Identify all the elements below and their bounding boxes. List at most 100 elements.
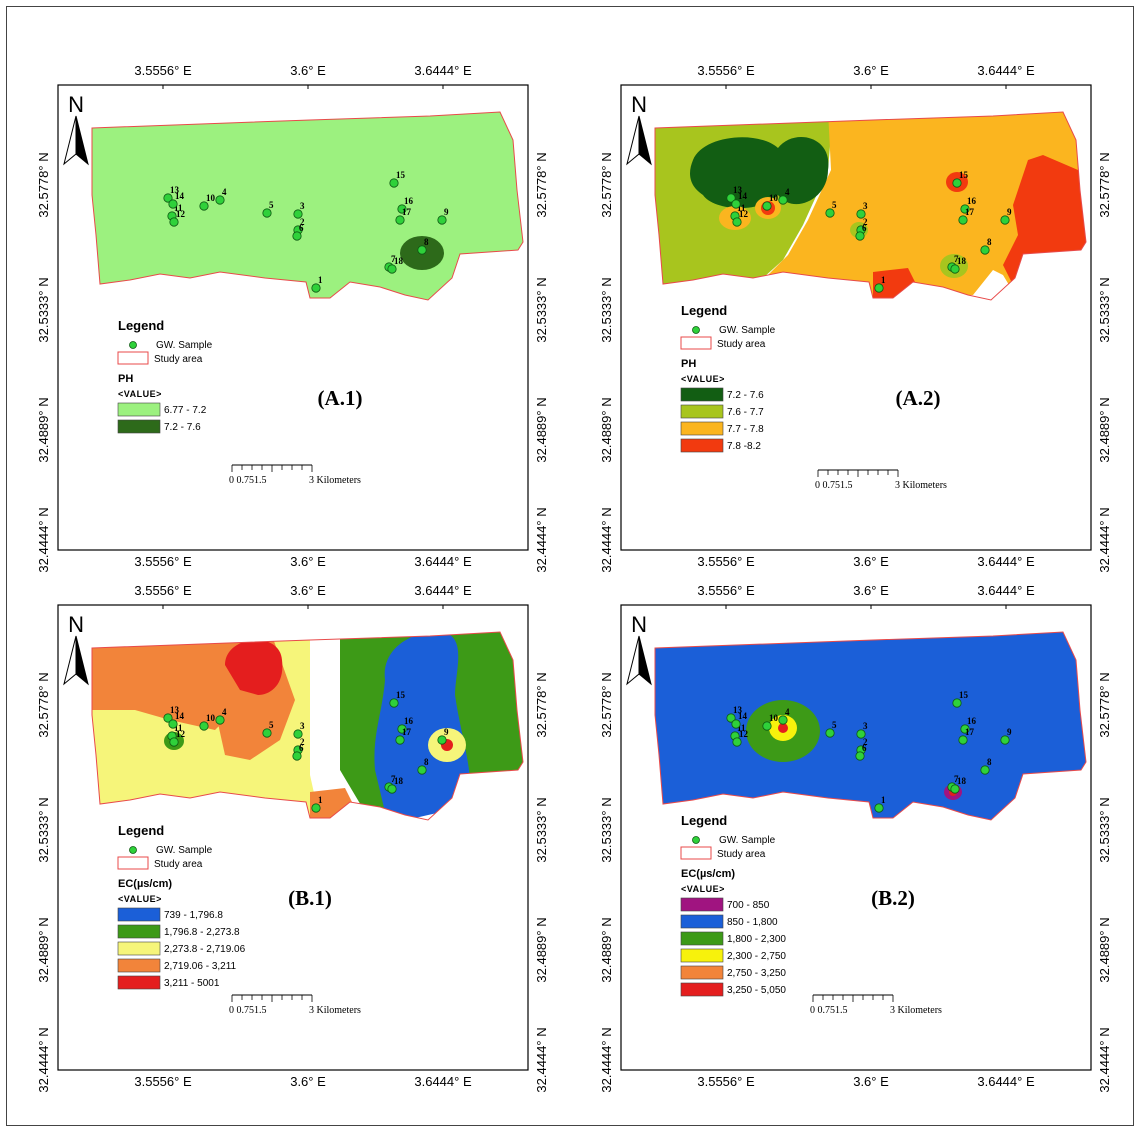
gw-sample-label: 12 xyxy=(739,209,749,219)
gw-sample-point xyxy=(292,751,302,761)
legend-value-header: <VALUE> xyxy=(681,374,725,384)
scale-end-text: 3 Kilometers xyxy=(895,480,947,491)
map-panel-a2: 3.5556° E 3.5556° E 3.6° E 3.6° E 3.6444° E 3… xyxy=(573,10,1133,573)
legend-class-label-3: 2,300 - 2,750 xyxy=(727,951,786,962)
north-arrow: N xyxy=(626,92,652,166)
gw-sample-point xyxy=(169,737,179,747)
legend-class-label-1: 850 - 1,800 xyxy=(727,917,778,928)
gw-sample-point xyxy=(855,231,865,241)
gw-sample-point xyxy=(825,208,835,218)
legend-sample-symbol xyxy=(692,836,700,844)
gw-sample-label: 11 xyxy=(737,203,746,213)
north-arrow-right xyxy=(75,635,89,686)
gw-sample-label: 13 xyxy=(733,705,743,715)
study-area-outline xyxy=(91,631,524,821)
gw-sample-point xyxy=(397,204,407,214)
lon-label-top: 3.6444° E xyxy=(977,63,1035,78)
gw-sample-label: 3 xyxy=(300,721,305,731)
legend-value-header: <VALUE> xyxy=(118,894,162,904)
legend-swatch-2 xyxy=(680,421,724,436)
legend-class-label-0: 6.77 - 7.2 xyxy=(164,405,207,416)
legend-param-title: EC(µs/cm) xyxy=(681,868,735,880)
legend-study-label: Study area xyxy=(717,339,766,350)
gw-sample-point xyxy=(952,178,962,188)
gw-sample-point xyxy=(958,735,968,745)
gw-sample-label: 13 xyxy=(170,185,180,195)
north-letter: N xyxy=(631,612,647,637)
outer-frame xyxy=(6,6,1134,1126)
gw-sample-label: 12 xyxy=(176,209,186,219)
gw-sample-point xyxy=(215,195,225,205)
north-arrow: N xyxy=(63,92,89,166)
legend-sample-label: GW. Sample xyxy=(719,325,776,336)
legend-swatch-3 xyxy=(680,948,724,963)
scale-end-text: 3 Kilometers xyxy=(309,475,361,486)
zone-layer-b1 xyxy=(92,632,523,820)
gw-sample-point xyxy=(293,209,303,219)
lon-label-bottom: 3.5556° E xyxy=(134,1074,192,1089)
legend-param-title: PH xyxy=(681,358,696,370)
lat-label-left: 32.4889° N xyxy=(36,397,51,462)
gw-sample-label: 5 xyxy=(269,720,274,730)
gw-sample-label: 15 xyxy=(396,690,406,700)
gw-sample-point xyxy=(169,217,179,227)
lat-label-right: 32.5778° N xyxy=(1097,672,1112,737)
lon-label-bottom: 3.6° E xyxy=(853,1074,889,1089)
legend-study-label: Study area xyxy=(154,859,203,870)
legend-swatch-0 xyxy=(117,907,161,922)
gw-sample-label: 9 xyxy=(444,207,449,217)
gw-sample-label: 7 xyxy=(954,774,959,784)
legend-sample-symbol xyxy=(129,846,137,854)
gw-sample-label: 10 xyxy=(769,713,779,723)
gw-sample-point xyxy=(855,751,865,761)
gw-sample-label: 16 xyxy=(967,196,977,206)
legend-swatch-2 xyxy=(117,941,161,956)
gw-sample-label: 14 xyxy=(175,191,185,201)
north-letter: N xyxy=(631,92,647,117)
gw-sample-label: 2 xyxy=(300,217,305,227)
lon-label-bottom: 3.6° E xyxy=(853,554,889,569)
gw-sample-point xyxy=(856,729,866,739)
gw-sample-label: 1 xyxy=(881,795,886,805)
gw-sample-point xyxy=(980,245,990,255)
zone-class-4 xyxy=(225,639,283,695)
legend-class-label-5: 3,250 - 5,050 xyxy=(727,985,786,996)
map-canvas-b2: 3.5556° E 3.5556° E 3.6° E 3.6° E 3.6444° E 3… xyxy=(599,583,1112,1093)
gw-sample-point xyxy=(168,719,178,729)
gw-sample-label: 17 xyxy=(965,207,975,217)
gw-sample-label: 9 xyxy=(1007,727,1012,737)
legend-swatch-2 xyxy=(680,931,724,946)
legend-swatch-5 xyxy=(680,982,724,997)
scale-end-text: 3 Kilometers xyxy=(890,1005,942,1016)
legend-study-symbol xyxy=(680,336,712,350)
scale-ticks-text: 0 0.751.5 xyxy=(810,1005,848,1016)
lat-label-right: 32.4889° N xyxy=(534,917,549,982)
legend-class-label-4: 2,750 - 3,250 xyxy=(727,968,786,979)
north-arrow-left xyxy=(626,115,640,166)
gw-sample-point xyxy=(731,719,741,729)
gw-sample-point xyxy=(731,199,741,209)
legend-swatch-1 xyxy=(680,914,724,929)
lat-label-right: 32.4444° N xyxy=(1097,507,1112,572)
lat-label-left: 32.5333° N xyxy=(36,277,51,342)
gw-sample-label: 5 xyxy=(832,200,837,210)
lat-label-right: 32.4444° N xyxy=(534,1027,549,1092)
lat-label-left: 32.5778° N xyxy=(36,672,51,737)
north-arrow-left xyxy=(626,635,640,686)
gw-sample-label: 18 xyxy=(394,776,404,786)
gw-sample-point xyxy=(762,721,772,731)
zone-layer-b2 xyxy=(655,632,1086,820)
gw-sample-label: 2 xyxy=(863,217,868,227)
gw-sample-point xyxy=(395,215,405,225)
legend-class-label-1: 7.6 - 7.7 xyxy=(727,407,764,418)
lat-label-right: 32.4889° N xyxy=(1097,917,1112,982)
zone-layer-a1 xyxy=(92,112,523,300)
lat-label-right: 32.5333° N xyxy=(534,277,549,342)
gw-sample-point xyxy=(960,204,970,214)
legend-study-symbol xyxy=(680,846,712,860)
legend-swatch-3 xyxy=(680,438,724,453)
gw-sample-point xyxy=(389,698,399,708)
lat-label-right: 32.5333° N xyxy=(534,797,549,862)
north-arrow: N xyxy=(63,612,89,686)
